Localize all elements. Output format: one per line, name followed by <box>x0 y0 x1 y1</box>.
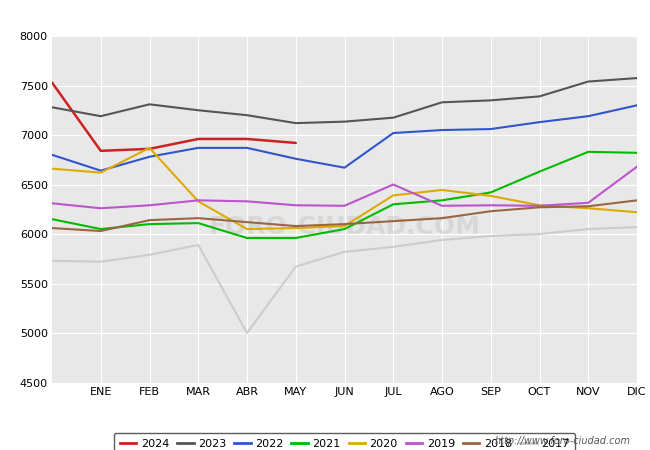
Text: Afiliados en Guía de Isora a 31/5/2024: Afiliados en Guía de Isora a 31/5/2024 <box>166 9 484 27</box>
Text: FORO-CIUDAD.COM: FORO-CIUDAD.COM <box>209 215 480 238</box>
Legend: 2024, 2023, 2022, 2021, 2020, 2019, 2018, 2017: 2024, 2023, 2022, 2021, 2020, 2019, 2018… <box>114 433 575 450</box>
Text: http://www.foro-ciudad.com: http://www.foro-ciudad.com <box>495 436 630 446</box>
